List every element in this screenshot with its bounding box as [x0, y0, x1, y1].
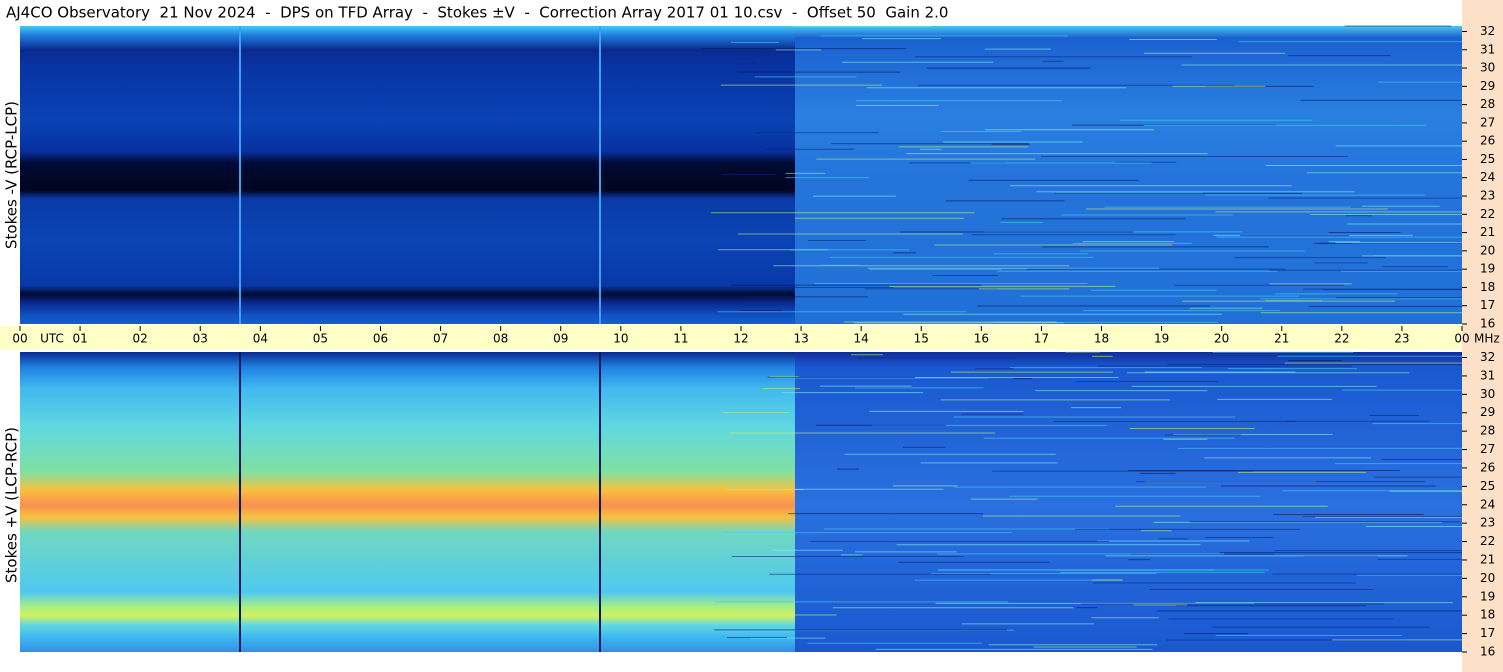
- x-tick-label: 01: [72, 332, 87, 346]
- x-tick-label: 06: [373, 332, 388, 346]
- y-tick-label: 24: [1480, 497, 1495, 511]
- y-tick-label: 18: [1480, 280, 1495, 294]
- x-tick-label: 13: [793, 332, 808, 346]
- x-tick-label: 20: [1214, 332, 1229, 346]
- x-tick-label: 21: [1274, 332, 1289, 346]
- y-tick-label: 21: [1480, 552, 1495, 566]
- x-axis-label: UTC: [40, 332, 64, 346]
- y-tick-label: 18: [1480, 608, 1495, 622]
- y-tick-label: 28: [1480, 424, 1495, 438]
- x-tick-label: 12: [733, 332, 748, 346]
- y-tick-label: 16: [1480, 645, 1495, 659]
- y-axis-strip: [1462, 0, 1503, 672]
- x-tick-label: 05: [313, 332, 328, 346]
- y-tick-label: 26: [1480, 460, 1495, 474]
- y-tick-label: 19: [1480, 589, 1495, 603]
- y-tick-label: 29: [1480, 79, 1495, 93]
- y-tick-label: 31: [1480, 368, 1495, 382]
- y-tick-label: 27: [1480, 442, 1495, 456]
- y-tick-label: 17: [1480, 298, 1495, 312]
- x-tick-label: 16: [974, 332, 989, 346]
- y-tick-label: 28: [1480, 97, 1495, 111]
- x-tick-label: 02: [133, 332, 148, 346]
- x-tick-label: 18: [1094, 332, 1109, 346]
- y-tick-label: 24: [1480, 170, 1495, 184]
- x-axis-strip: [0, 326, 1462, 350]
- x-tick-label: 00: [12, 332, 27, 346]
- x-tick-label: 08: [493, 332, 508, 346]
- x-tick-label: 03: [193, 332, 208, 346]
- y-tick-label: 32: [1480, 350, 1495, 364]
- x-tick-label: 00: [1454, 332, 1469, 346]
- y-tick-label: 30: [1480, 61, 1495, 75]
- panel-bg: [20, 26, 795, 324]
- x-tick-label: 11: [673, 332, 688, 346]
- panel-bg: [795, 26, 1462, 324]
- x-tick-label: 14: [854, 332, 869, 346]
- x-tick-label: 15: [914, 332, 929, 346]
- noise-lines: [701, 25, 1462, 650]
- y-tick-label: 31: [1480, 42, 1495, 56]
- y-tick-label: 22: [1480, 207, 1495, 221]
- y-tick-label: 19: [1480, 262, 1495, 276]
- y-tick-label: 30: [1480, 387, 1495, 401]
- y-tick-label: 20: [1480, 571, 1495, 585]
- x-tick-label: 19: [1154, 332, 1169, 346]
- x-tick-label: 23: [1394, 332, 1409, 346]
- panel-label: Stokes -V (RCP-LCP): [3, 101, 21, 249]
- panel-bg: [795, 352, 1462, 652]
- y-tick-label: 17: [1480, 626, 1495, 640]
- x-tick-label: 07: [433, 332, 448, 346]
- y-tick-label: 25: [1480, 479, 1495, 493]
- y-tick-label: 16: [1480, 317, 1495, 331]
- y-tick-label: 32: [1480, 24, 1495, 38]
- y-tick-label: 25: [1480, 152, 1495, 166]
- y-tick-label: 20: [1480, 243, 1495, 257]
- x-tick-label: 09: [553, 332, 568, 346]
- panel-bg: [20, 352, 795, 652]
- x-tick-label: 10: [613, 332, 628, 346]
- y-tick-label: 23: [1480, 516, 1495, 530]
- y-axis-unit: MHz: [1474, 332, 1500, 346]
- x-tick-label: 22: [1334, 332, 1349, 346]
- y-tick-label: 27: [1480, 115, 1495, 129]
- y-tick-label: 21: [1480, 225, 1495, 239]
- x-tick-label: 04: [253, 332, 268, 346]
- y-tick-label: 22: [1480, 534, 1495, 548]
- x-tick-label: 17: [1034, 332, 1049, 346]
- y-tick-label: 23: [1480, 189, 1495, 203]
- y-tick-label: 26: [1480, 134, 1495, 148]
- chart-title: AJ4CO Observatory 21 Nov 2024 - DPS on T…: [6, 4, 948, 22]
- y-tick-label: 29: [1480, 405, 1495, 419]
- panel-label: Stokes +V (LCP-RCP): [3, 427, 21, 583]
